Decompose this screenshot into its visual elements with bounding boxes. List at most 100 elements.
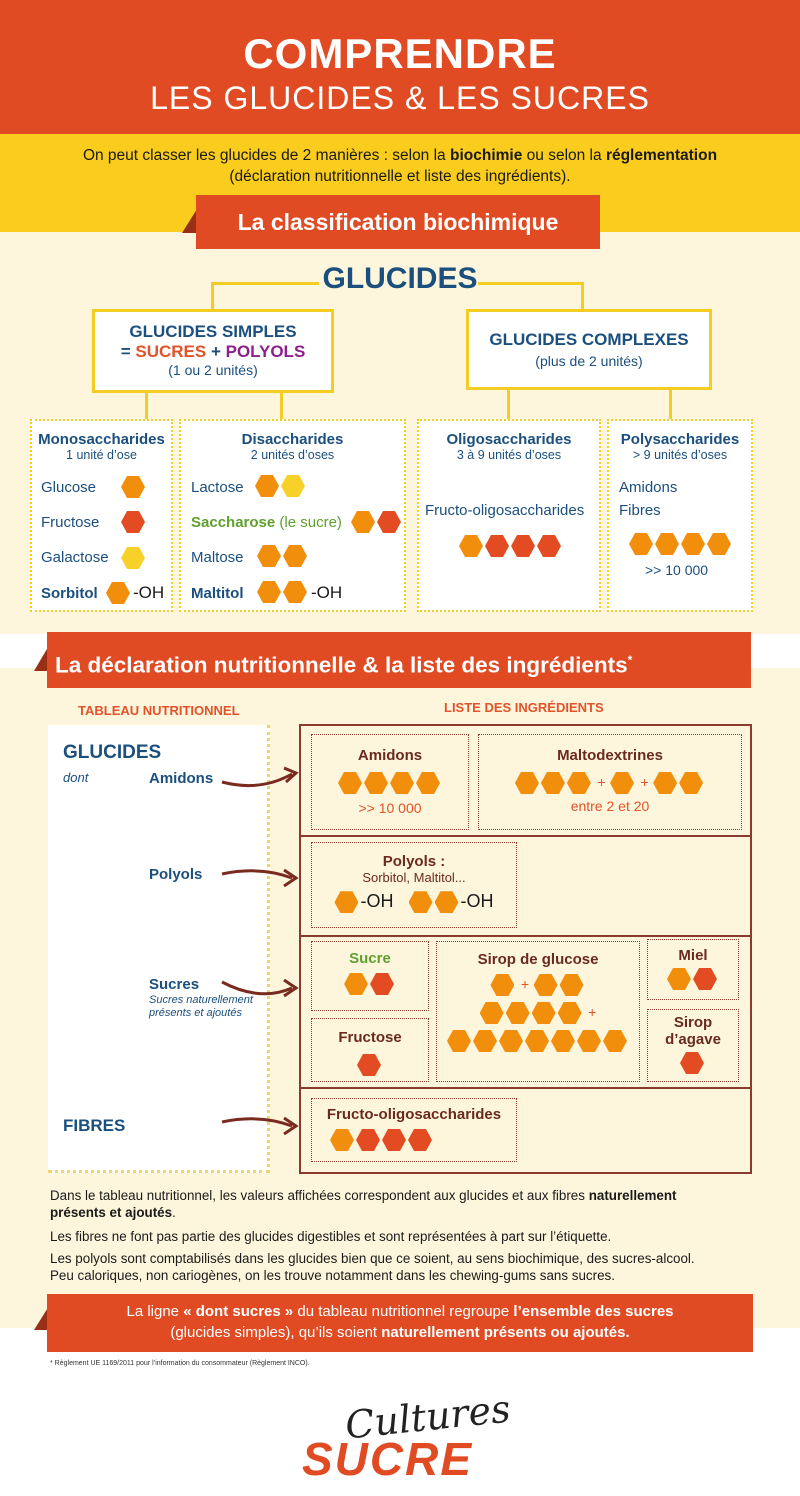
banner-declaration: La déclaration nutritionnelle & la liste… [47,632,751,688]
di-title: Disaccharides [241,431,344,448]
saccharose-label: Saccharose [191,514,276,531]
col-oligosaccharides: Oligosaccharides 3 à 9 unités d’oses Fru… [417,419,601,612]
agave-icon [648,1052,738,1074]
complex-sub: (plus de 2 unités) [535,353,643,369]
separator [301,835,750,837]
eq-sign: = [120,342,136,361]
ingr-amidons: Amidons >> 10 000 [311,734,469,830]
ingr-sirop-agave: Sirop d’agave [647,1009,739,1082]
bb-bold3: naturellement présents ou ajoutés. [381,1324,630,1341]
logo-sucre: SUCRE [302,1433,474,1485]
banner-star: * [627,653,633,667]
left-fibres: FIBRES [63,1116,126,1135]
separator [301,935,750,937]
amidons-count: >> 10 000 [358,800,422,816]
intro-part: On peut classer les glucides de 2 manièr… [82,147,450,164]
lactose-icon [255,475,307,497]
saccharose-icon [351,511,403,533]
agave-line1: Sirop [673,1014,713,1031]
ingr-fos: Fructo-oligosaccharides [311,1098,517,1162]
maltitol-oh: -OH [311,583,343,602]
tableau-nutritionnel: GLUCIDES dont Amidons Polyols Sucres Suc… [48,725,270,1173]
oh-label: -OH [460,891,494,911]
p1-end: . [172,1205,176,1220]
di-sub: 2 unités d’oses [250,448,335,462]
left-dont: dont [63,770,89,785]
liste-ingredients: Amidons >> 10 000 Maltodextrines + + ent… [299,724,752,1174]
polyols-icon: -OH -OH [312,891,516,914]
intro-line2: (déclaration nutritionnelle et liste des… [229,168,571,185]
sirop-glucose-icon-3 [437,1030,639,1052]
ingr-miel: Miel [647,939,739,1000]
simple-equation: = SUCRES + POLYOLS [95,342,331,362]
col-disaccharides: Disaccharides 2 unités d’oses Lactose Sa… [179,419,406,612]
arrow-sucres-icon [221,978,299,998]
fos-title: Fructo-oligosaccharides [326,1106,502,1123]
tree-line [145,392,148,420]
poly-sub: > 9 unités d’oses [632,448,728,462]
box-glucides-simples: GLUCIDES SIMPLES = SUCRES + POLYOLS (1 o… [92,309,334,393]
oh-label: -OH [360,891,394,911]
ingr-sirop-glucose: Sirop de glucose + + [436,941,640,1082]
simple-title: GLUCIDES SIMPLES [129,322,297,341]
sirop-glucose-icon-1: + [437,974,639,996]
polyols-sub: Sorbitol, Maltitol... [362,870,466,885]
agave-line2: d’agave [665,1031,721,1048]
box-glucides-complexes: GLUCIDES COMPLEXES (plus de 2 unités) [466,309,712,390]
sorbitol-icon [106,582,132,604]
agave-title: Sirop d’agave [648,1014,738,1048]
fructose-icon [121,511,147,533]
amidons-icon [312,772,468,794]
left-sucres-note: Sucres naturellement présents et ajoutés [149,994,253,1019]
fos-icon [459,535,563,557]
tree-line [211,282,319,285]
bb-mid: du tableau nutritionnel regroupe [293,1303,514,1320]
plus-sign: + [640,774,649,791]
bb-pre: La ligne [126,1303,184,1320]
p1-text: Dans le tableau nutritionnel, les valeur… [50,1188,589,1203]
fructose-icon [312,1054,428,1076]
glucides-root-title: GLUCIDES [322,262,478,295]
col-monosaccharides: Monosaccharides 1 unité d’ose Glucose Fr… [30,419,173,612]
tree-line [211,282,214,310]
p3-line2: Peu caloriques, non cariogènes, on les t… [50,1268,615,1283]
poly-icon [629,533,733,555]
left-polyols: Polyols [149,866,203,883]
maltose-icon [257,545,309,567]
intro-bold-biochimie: biochimie [449,147,523,164]
intro-part: ou selon la [522,147,606,164]
separator [301,1087,750,1089]
di-maltitol: Maltitol [191,585,244,602]
fructose-title: Fructose [338,1029,402,1046]
arrow-polyols-icon [221,868,299,888]
left-sucres: Sucres [149,976,200,993]
paragraph-3: Les polyols sont comptabilisés dans les … [50,1250,760,1284]
tree-line [581,282,584,310]
plus-sign: + [597,774,606,791]
maltodextrines-title: Maltodextrines [557,747,663,764]
mono-title: Monosaccharides [38,431,165,448]
poly-title: Polysaccharides [620,431,740,448]
paragraph-1: Dans le tableau nutritionnel, les valeur… [50,1187,760,1221]
bb-l2: (glucides simples), qu’ils soient [170,1324,382,1341]
maltodextrines-icon: + + [479,772,741,794]
ingr-polyols: Polyols : Sorbitol, Maltitol... -OH -OH [311,842,517,928]
arrow-amidons-icon [221,766,299,788]
footnote: * Règlement UE 1169/2011 pour l’informat… [50,1360,310,1367]
mono-fructose: Fructose [41,514,100,531]
miel-icon [648,968,738,990]
paragraph-2: Les fibres ne font pas partie des glucid… [50,1229,612,1244]
fos-icon-2 [312,1129,516,1151]
sirop-glucose-icon-2: + [437,1002,639,1024]
oligo-title: Oligosaccharides [446,431,572,448]
page-subtitle: LES GLUCIDES & LES SUCRES [150,80,650,116]
mono-sorbitol: Sorbitol [41,585,98,602]
header: COMPRENDRE LES GLUCIDES & LES SUCRES [0,0,800,134]
simple-sub: (1 ou 2 unités) [168,362,258,378]
sirop-glucose-title: Sirop de glucose [477,951,599,968]
banner-biochimique: La classification biochimique [196,195,600,249]
tableau-head: TABLEAU NUTRITIONNEL [78,703,240,718]
page-title: COMPRENDRE [243,30,557,77]
polyols-label: POLYOLS [225,342,306,361]
sucre-icon [312,973,428,995]
